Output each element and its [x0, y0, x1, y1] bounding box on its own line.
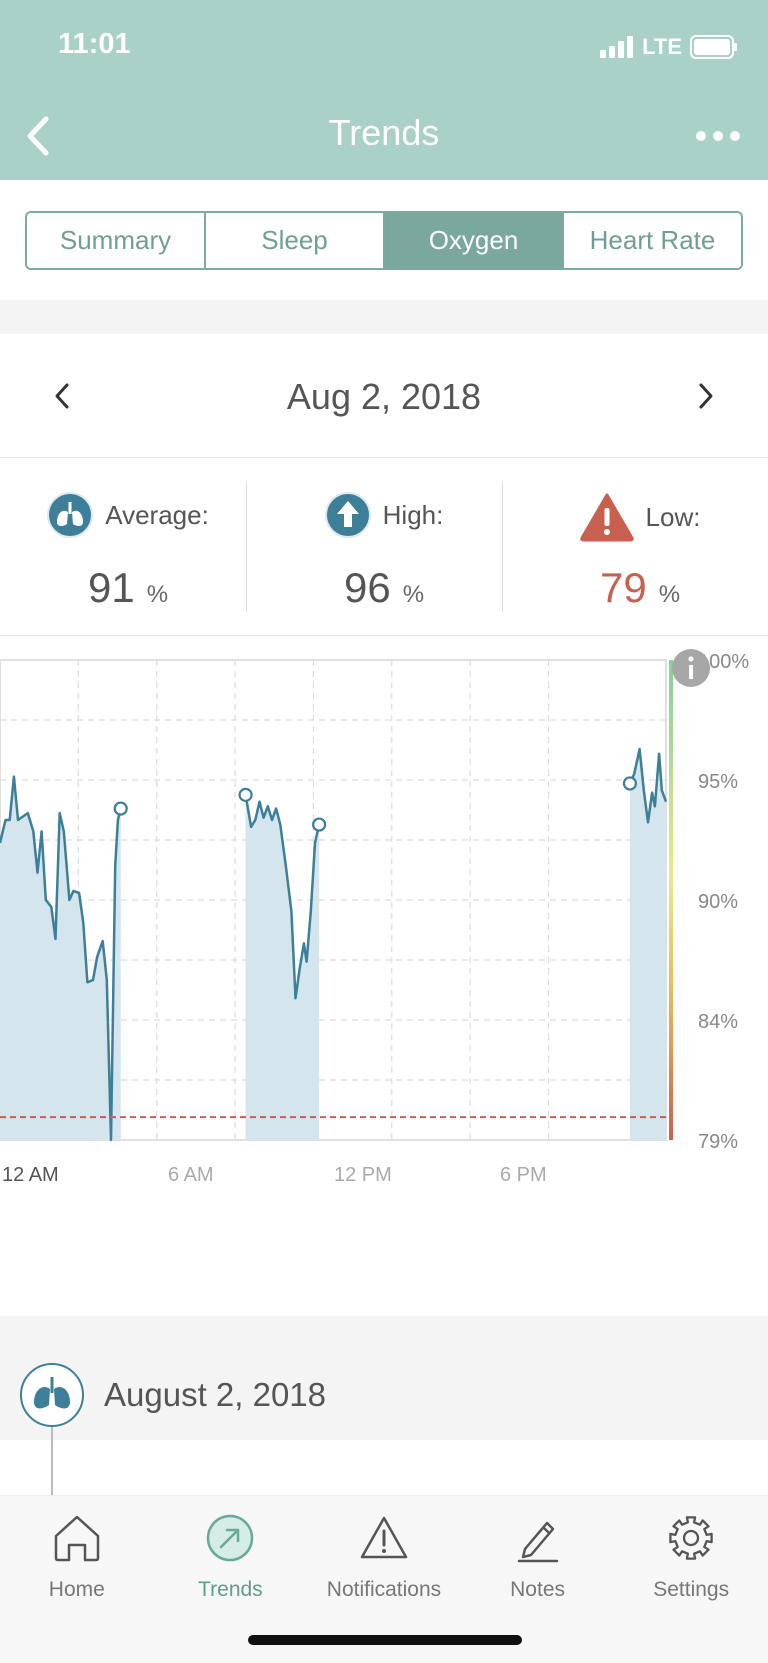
- oxygen-chart-svg: 100% 95% 90% 84% 79% 12 AM 6 AM 12 PM 6 PM: [0, 649, 749, 1186]
- tab-notifications[interactable]: Notifications: [307, 1496, 461, 1663]
- gear-icon: [669, 1516, 713, 1560]
- x-tick-label: 12 PM: [334, 1164, 392, 1186]
- previous-date-button[interactable]: [40, 374, 84, 418]
- oxygen-area-segment-3: [629, 749, 666, 1140]
- date-navigator: Aug 2, 2018: [0, 334, 768, 458]
- signal-icon: [600, 36, 634, 58]
- chevron-left-icon: [55, 383, 69, 409]
- tab-oxygen[interactable]: Oxygen: [385, 213, 564, 268]
- next-date-button[interactable]: [684, 374, 728, 418]
- oxygen-line-segment-2: [244, 794, 321, 1000]
- alert-triangle-icon: [360, 1516, 408, 1559]
- trend-tabs: Summary Sleep Oxygen Heart Rate: [25, 211, 743, 270]
- stat-average: Average: 91 %: [0, 458, 256, 635]
- selected-date: Aug 2, 2018: [286, 376, 482, 417]
- y-tick-label: 79%: [698, 1131, 738, 1153]
- average-value: 91: [87, 564, 135, 611]
- back-button[interactable]: [12, 110, 64, 162]
- y-tick-label: 100%: [698, 651, 749, 673]
- battery-icon: [690, 35, 737, 59]
- lungs-icon: [34, 1377, 70, 1409]
- chart-markers: [113, 776, 638, 832]
- tab-trends[interactable]: Trends: [154, 1496, 308, 1663]
- more-dot-icon: [730, 131, 740, 141]
- y-tick-label: 90%: [698, 891, 738, 913]
- high-value: 96: [343, 564, 391, 611]
- chart-fills: [0, 749, 666, 1140]
- tab-trends-label: Trends: [198, 1578, 263, 1601]
- x-axis-labels: 12 AM 6 AM 12 PM 6 PM: [2, 1164, 547, 1186]
- tab-settings[interactable]: Settings: [614, 1496, 768, 1663]
- tab-sleep[interactable]: Sleep: [206, 213, 385, 268]
- page-title: Trends: [328, 112, 440, 153]
- pencil-icon: [517, 1521, 558, 1563]
- oxygen-area-segment-1: [0, 776, 121, 1140]
- warning-icon: [579, 493, 634, 542]
- segment-endpoint-marker: [312, 817, 327, 832]
- entry-lungs-button[interactable]: [20, 1363, 84, 1427]
- x-tick-label: 6 AM: [168, 1164, 214, 1186]
- lungs-icon: [47, 492, 94, 538]
- x-tick-label: 6 PM: [500, 1164, 547, 1186]
- info-button[interactable]: [672, 649, 710, 687]
- more-dot-icon: [696, 131, 706, 141]
- home-icon: [54, 1515, 100, 1562]
- low-label: Low:: [645, 501, 701, 532]
- chevron-right-icon: [699, 383, 713, 409]
- tab-heart-rate[interactable]: Heart Rate: [564, 213, 741, 268]
- tab-notifications-label: Notifications: [326, 1578, 442, 1601]
- stat-high: High: 96 %: [256, 458, 512, 635]
- chevron-left-icon: [27, 116, 49, 156]
- oxygen-chart: 100% 95% 90% 84% 79% 12 AM 6 AM 12 PM 6 PM: [0, 636, 768, 1316]
- segment-endpoint-marker: [238, 787, 253, 802]
- color-scale-bar: [669, 660, 673, 1140]
- oxygen-stats: Average: 91 % High: 96 %: [0, 458, 768, 636]
- tab-settings-label: Settings: [653, 1578, 730, 1601]
- more-dot-icon: [713, 131, 723, 141]
- high-label: High:: [382, 499, 444, 530]
- segment-endpoint-marker: [622, 776, 638, 791]
- oxygen-area-segment-2: [245, 794, 320, 1140]
- tab-notes-label: Notes: [510, 1578, 565, 1601]
- high-unit: %: [402, 581, 425, 608]
- network-label: LTE: [642, 34, 682, 59]
- trends-icon: [207, 1514, 254, 1562]
- arrow-up-icon: [324, 492, 371, 538]
- oxygen-line-segment-1: [0, 775, 122, 1142]
- stat-divider: [246, 482, 247, 612]
- entry-date: August 2, 2018: [104, 1376, 327, 1413]
- stat-low: Low: 79 %: [512, 458, 768, 635]
- y-axis-labels: 100% 95% 90% 84% 79%: [698, 651, 749, 1153]
- status-time: 11:01: [58, 28, 131, 60]
- status-indicators: LTE: [600, 34, 738, 60]
- average-unit: %: [146, 581, 169, 608]
- oxygen-line-segment-3: [628, 747, 668, 824]
- y-tick-label: 84%: [698, 1011, 738, 1033]
- y-tick-label: 95%: [698, 771, 738, 793]
- tab-home-label: Home: [48, 1578, 105, 1601]
- average-label: Average:: [105, 499, 209, 530]
- stat-divider: [502, 482, 503, 612]
- segment-endpoint-marker: [113, 801, 128, 816]
- timeline-line: [51, 1427, 53, 1495]
- x-tick-label: 12 AM: [2, 1164, 59, 1186]
- low-unit: %: [658, 581, 681, 608]
- tab-home[interactable]: Home: [0, 1496, 154, 1663]
- status-bar: 11:01 LTE: [0, 0, 768, 92]
- tab-notes[interactable]: Notes: [461, 1496, 615, 1663]
- section-separator: [0, 300, 768, 334]
- chart-lines: [0, 747, 668, 1142]
- tab-summary[interactable]: Summary: [27, 213, 206, 268]
- home-indicator: [248, 1635, 522, 1645]
- low-value: 79: [599, 564, 647, 611]
- navigation-bar: Trends: [0, 92, 768, 180]
- entries-section: [0, 1316, 768, 1440]
- more-button[interactable]: [688, 112, 748, 160]
